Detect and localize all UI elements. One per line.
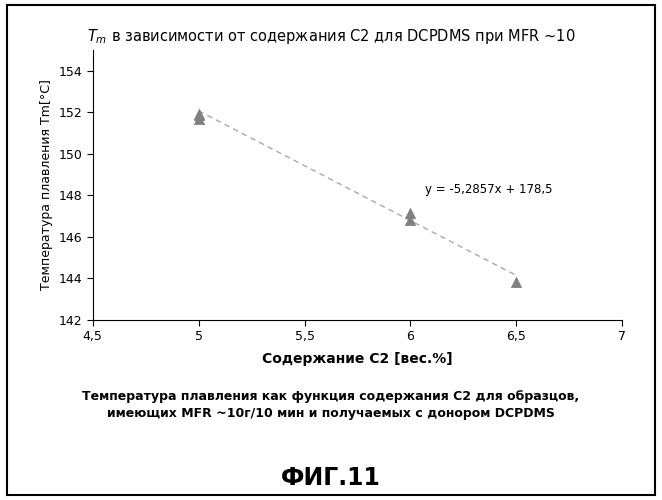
X-axis label: Содержание C2 [вес.%]: Содержание C2 [вес.%]: [262, 352, 453, 366]
Text: ФИГ.11: ФИГ.11: [281, 466, 381, 490]
Text: $T_m$ в зависимости от содержания C2 для DCPDMS при MFR ~10: $T_m$ в зависимости от содержания C2 для…: [87, 28, 575, 46]
Y-axis label: Температура плавления Tm[°С]: Температура плавления Tm[°С]: [40, 80, 53, 290]
Text: Температура плавления как функция содержания C2 для образцов,: Температура плавления как функция содерж…: [83, 390, 579, 403]
Point: [405, 209, 416, 217]
Point: [511, 278, 522, 285]
Point: [193, 110, 204, 118]
Text: y = -5,2857x + 178,5: y = -5,2857x + 178,5: [425, 182, 553, 196]
Text: имеющих MFR ~10г/10 мин и получаемых с донором DCPDMS: имеющих MFR ~10г/10 мин и получаемых с д…: [107, 408, 555, 420]
Point: [193, 112, 204, 120]
Point: [405, 216, 416, 224]
Point: [193, 114, 204, 122]
